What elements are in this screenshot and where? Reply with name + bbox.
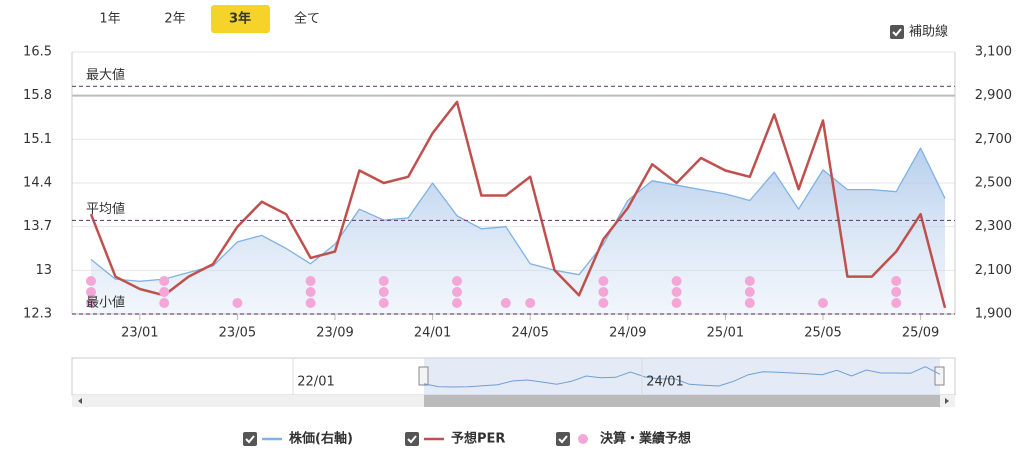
x-tick-label: 24/09 xyxy=(609,326,646,341)
event-dot xyxy=(891,298,902,308)
y2-tick-label: 2,700 xyxy=(975,132,1012,147)
x-tick-label: 23/01 xyxy=(121,326,158,341)
y-tick-label: 15.1 xyxy=(23,132,52,147)
price-area xyxy=(91,148,945,314)
event-dot xyxy=(378,276,389,286)
checkmark xyxy=(407,435,417,444)
event-dot xyxy=(671,276,682,286)
checkbox[interactable] xyxy=(556,432,570,446)
scrollbar-thumb[interactable] xyxy=(424,395,940,407)
event-dot xyxy=(500,298,511,308)
event-dot xyxy=(744,287,755,297)
y-tick-label: 12.3 xyxy=(23,307,52,322)
x-tick-label: 24/05 xyxy=(511,326,548,341)
x-tick-label: 25/05 xyxy=(804,326,841,341)
range-button[interactable]: 全て xyxy=(294,11,320,27)
y2-tick-label: 2,100 xyxy=(975,263,1012,278)
event-dot xyxy=(378,298,389,308)
checkmark xyxy=(245,435,255,444)
legend-label[interactable]: 予想PER xyxy=(451,431,505,447)
y2-tick-label: 2,900 xyxy=(975,88,1012,103)
event-dot xyxy=(891,287,902,297)
range-button[interactable]: 3年 xyxy=(229,11,251,27)
event-dot xyxy=(159,276,170,286)
event-dot xyxy=(744,298,755,308)
event-dot xyxy=(378,287,389,297)
checkbox[interactable] xyxy=(890,25,904,39)
checkmark xyxy=(892,28,902,37)
range-button[interactable]: 2年 xyxy=(164,12,185,27)
event-dot xyxy=(671,287,682,297)
x-tick-label: 23/05 xyxy=(219,326,256,341)
event-dot xyxy=(452,287,462,297)
guide-toggle-label[interactable]: 補助線 xyxy=(909,24,948,40)
y2-tick-label: 3,100 xyxy=(975,45,1012,60)
event-dot xyxy=(671,298,682,308)
y-tick-label: 16.5 xyxy=(23,45,52,60)
event-dot xyxy=(86,298,96,308)
reference-label: 平均値 xyxy=(86,201,125,217)
x-tick-label: 23/09 xyxy=(316,326,353,341)
navigator-handle[interactable] xyxy=(418,366,429,386)
event-dot xyxy=(818,298,828,308)
event-dot xyxy=(452,276,462,286)
y-tick-label: 14.4 xyxy=(23,176,52,191)
navigator-tick-label: 24/01 xyxy=(646,375,683,390)
event-dot xyxy=(452,298,462,308)
event-dot xyxy=(305,298,316,308)
y-tick-label: 15.8 xyxy=(23,88,52,103)
navigator-tick-label: 22/01 xyxy=(297,375,334,390)
series-line xyxy=(89,100,947,309)
event-dot xyxy=(86,287,96,297)
event-dot xyxy=(598,276,609,286)
series-line xyxy=(90,147,946,282)
event-dot xyxy=(744,276,755,286)
range-button[interactable]: 1年 xyxy=(99,12,120,27)
event-dot xyxy=(598,298,609,308)
checkmark xyxy=(558,435,568,444)
range-button-active[interactable] xyxy=(211,5,270,33)
navigator-selection[interactable] xyxy=(424,358,940,395)
y-tick-label: 13.7 xyxy=(23,219,52,234)
y2-tick-label: 2,300 xyxy=(975,219,1012,234)
legend-label[interactable]: 決算・業績予想 xyxy=(600,431,691,447)
checkbox[interactable] xyxy=(405,432,419,446)
reference-label: 最大値 xyxy=(86,67,125,83)
event-dot xyxy=(86,276,96,286)
legend-symbol xyxy=(578,434,588,444)
legend-label[interactable]: 株価(右軸) xyxy=(289,431,353,447)
x-tick-label: 25/09 xyxy=(902,326,939,341)
event-dot xyxy=(598,287,609,297)
x-tick-label: 25/01 xyxy=(707,326,744,341)
navigator-line xyxy=(423,366,941,388)
event-dot xyxy=(159,287,170,297)
x-tick-label: 24/01 xyxy=(414,326,451,341)
event-dot xyxy=(525,298,536,308)
y2-tick-label: 1,900 xyxy=(975,307,1012,322)
event-dot xyxy=(232,298,243,308)
reference-label: 最小値 xyxy=(86,295,125,311)
event-dot xyxy=(159,298,170,308)
event-dot xyxy=(305,287,316,297)
y-tick-label: 13 xyxy=(35,263,52,278)
event-dot xyxy=(305,276,316,286)
checkbox[interactable] xyxy=(243,432,257,446)
event-dot xyxy=(891,276,902,286)
y2-tick-label: 2,500 xyxy=(975,176,1012,191)
navigator-handle[interactable] xyxy=(934,366,945,386)
